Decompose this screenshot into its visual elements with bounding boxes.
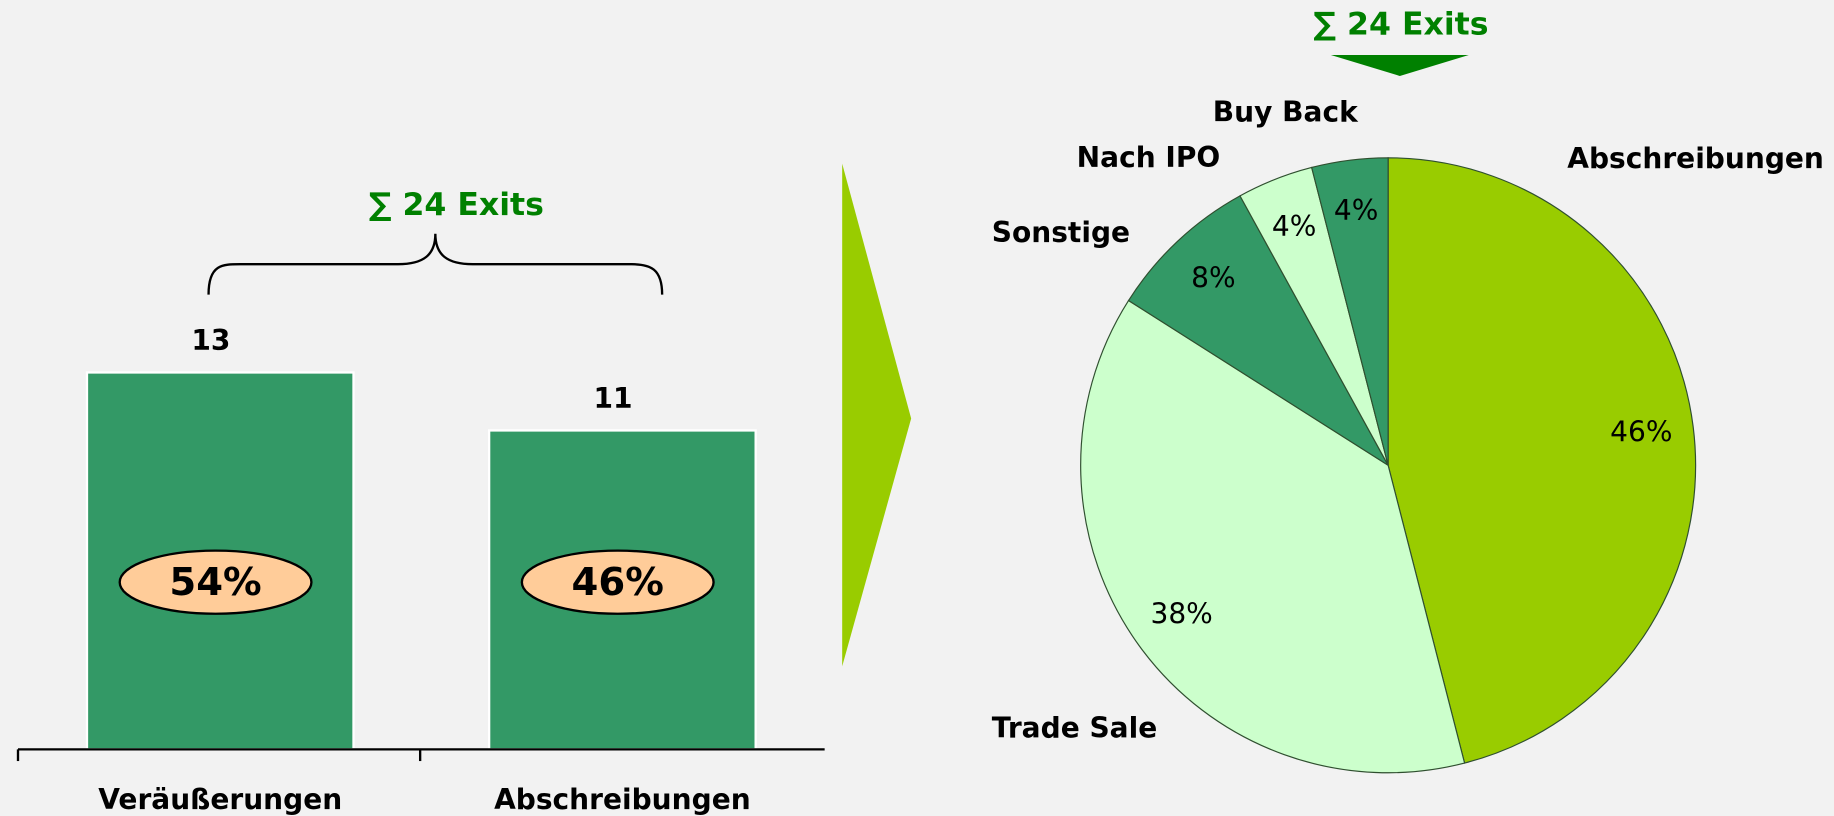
slice-category: Trade Sale <box>992 711 1157 744</box>
slice-category: Nach IPO <box>1077 141 1221 174</box>
slice-category: Abschreibungen <box>1567 142 1824 175</box>
slice-label: 4% <box>1334 194 1379 227</box>
pie-slice <box>1127 195 1389 466</box>
pie-annotation: ∑ 24 Exits <box>1313 7 1488 43</box>
slice-label: 8% <box>1191 261 1236 294</box>
slice-label: 4% <box>1272 210 1317 243</box>
slice-label: 46% <box>1610 415 1672 448</box>
slice-category: Sonstige <box>992 216 1130 249</box>
share-label: 46% <box>572 560 664 605</box>
x-tick-label: Veräußerungen <box>98 783 342 816</box>
slice-label: 38% <box>1151 597 1213 630</box>
transition-arrow <box>842 163 912 667</box>
pie-slice <box>1387 157 1697 764</box>
pie-slice <box>1310 157 1389 466</box>
share-badge <box>118 549 313 615</box>
share-label: 54% <box>169 560 261 605</box>
slice-category: Buy Back <box>1213 95 1359 128</box>
pie-slice <box>1080 299 1466 774</box>
brace <box>207 233 664 295</box>
share-badge <box>520 549 715 615</box>
x-tick-label: Abschreibungen <box>494 783 751 816</box>
value-label: 13 <box>191 324 230 357</box>
value-label: 11 <box>594 382 633 415</box>
bar-annotation: ∑ 24 Exits <box>369 187 544 223</box>
annotation-arrow <box>1330 54 1469 76</box>
